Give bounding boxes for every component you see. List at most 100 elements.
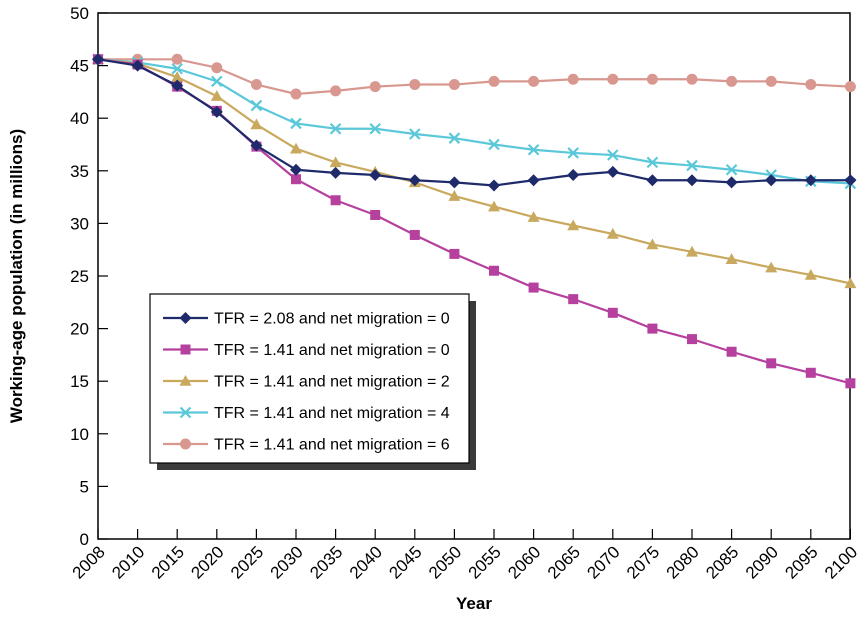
data-point	[131, 59, 144, 72]
data-point	[646, 238, 659, 250]
series-line	[97, 58, 851, 187]
data-point	[171, 71, 184, 82]
data-point	[686, 159, 698, 172]
data-point	[448, 176, 461, 189]
data-point	[646, 174, 659, 187]
x-tick-label: 2045	[385, 542, 425, 582]
data-point	[488, 138, 500, 151]
y-tick-label: 40	[70, 109, 89, 128]
series-1	[92, 53, 857, 192]
data-point	[171, 62, 183, 75]
y-axis-title: Working-age population (in millions)	[7, 129, 26, 423]
y-tick-label: 25	[70, 267, 89, 286]
data-point	[488, 179, 500, 192]
data-point	[725, 176, 738, 189]
data-point	[607, 307, 618, 318]
y-tick-label: 20	[70, 320, 89, 339]
legend-label: TFR = 2.08 and net migration = 0	[214, 311, 450, 328]
x-axis-title: Year	[456, 594, 492, 613]
y-tick-label: 50	[70, 4, 89, 23]
legend-item: TFR = 1.41 and net migration = 2	[163, 374, 450, 391]
data-point	[844, 81, 856, 93]
data-point	[646, 73, 658, 85]
data-point	[488, 75, 500, 87]
marker-stroke	[646, 156, 659, 169]
data-point	[329, 156, 342, 168]
data-point	[211, 62, 223, 74]
x-tick-label: 2100	[821, 542, 861, 582]
x-tick-label: 2095	[781, 542, 821, 582]
data-point	[725, 253, 738, 264]
data-point	[488, 200, 500, 212]
data-point	[568, 294, 579, 305]
data-point	[686, 245, 698, 257]
x-tick-label: 2055	[465, 542, 505, 582]
data-point	[844, 174, 857, 187]
data-point	[567, 169, 580, 182]
data-point	[370, 209, 381, 220]
y-tick-label: 15	[70, 372, 89, 391]
marker-stroke	[171, 62, 183, 75]
data-point	[250, 118, 263, 130]
y-tick-label: 10	[70, 425, 89, 444]
data-point	[567, 219, 580, 231]
x-tick-label: 2030	[267, 542, 307, 582]
data-point	[607, 149, 619, 161]
marker-stroke	[686, 159, 698, 172]
data-point	[489, 265, 499, 276]
data-series	[92, 53, 857, 389]
data-point	[291, 174, 301, 185]
data-point	[92, 53, 104, 66]
legend-marker	[180, 344, 191, 355]
marker-stroke	[527, 143, 540, 156]
marker-stroke	[409, 128, 421, 140]
data-point	[527, 174, 540, 187]
marker-stroke	[369, 122, 381, 135]
series-line	[97, 58, 851, 185]
data-point	[726, 75, 738, 87]
y-tick-label: 30	[70, 214, 89, 233]
x-tick-label: 2090	[742, 542, 782, 582]
data-point	[765, 174, 778, 187]
x-tick-label: 2020	[187, 542, 227, 582]
y-tick-label: 45	[70, 57, 89, 76]
marker-stroke	[448, 132, 461, 144]
data-point	[329, 166, 342, 179]
legend-box	[149, 293, 470, 464]
data-point	[647, 323, 658, 334]
data-point	[725, 163, 738, 176]
legend-item: TFR = 2.08 and net migration = 0	[163, 311, 450, 328]
data-point	[250, 139, 263, 152]
data-point	[211, 75, 223, 88]
marker-stroke	[607, 149, 619, 161]
legend-label: TFR = 1.41 and net migration = 6	[214, 437, 450, 454]
data-point	[290, 88, 302, 100]
data-point	[687, 334, 697, 345]
data-point	[408, 174, 421, 187]
data-point	[528, 75, 540, 87]
legend-marker	[179, 312, 192, 324]
marker-stroke	[179, 406, 192, 419]
data-point	[527, 211, 540, 222]
data-point	[290, 142, 302, 154]
legend-item: TFR = 1.41 and net migration = 0	[163, 342, 450, 359]
data-point	[409, 79, 421, 91]
legend-marker	[179, 375, 192, 386]
data-point	[330, 85, 342, 97]
series-4	[92, 53, 857, 190]
x-tick-label: 2035	[306, 542, 346, 582]
y-tick-label: 0	[80, 530, 89, 549]
data-point	[765, 261, 778, 273]
data-point	[606, 227, 619, 239]
x-tick-label: 2070	[583, 542, 623, 582]
data-point	[290, 163, 302, 176]
data-point	[409, 229, 420, 240]
legend-label: TFR = 1.41 and net migration = 4	[214, 405, 450, 422]
data-point	[369, 81, 381, 93]
series-line	[98, 58, 851, 96]
legend-label: TFR = 1.41 and net migration = 2	[214, 374, 450, 391]
data-point	[686, 73, 698, 85]
data-point	[250, 99, 263, 112]
data-point	[804, 268, 817, 280]
data-point	[766, 358, 777, 369]
